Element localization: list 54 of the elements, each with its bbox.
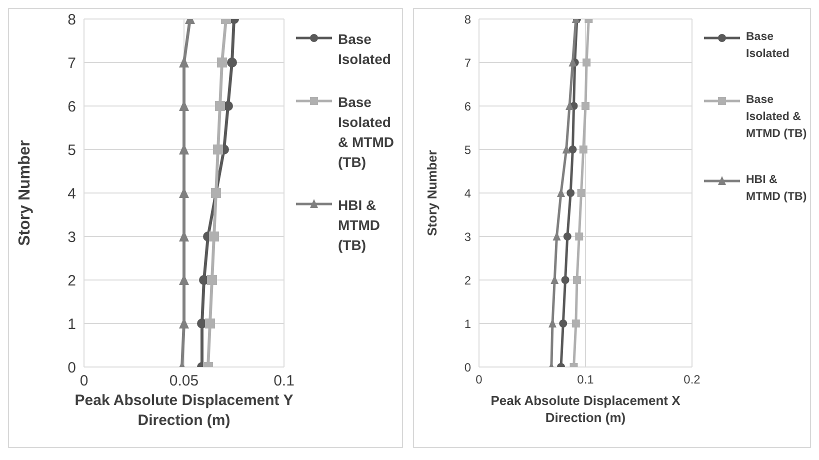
x-tick-label: 0.1 xyxy=(577,372,594,387)
y-tick-label: 8 xyxy=(68,11,76,28)
point xyxy=(575,232,584,240)
y-tick-label: 5 xyxy=(68,142,76,159)
x-axis-title: Peak Absolute Displacement Y Direction (m) xyxy=(74,392,294,429)
legend-label: HBI & MTMD (TB) xyxy=(746,173,808,206)
point xyxy=(217,58,227,68)
x-tick-label: 0.2 xyxy=(684,372,701,387)
legend-label: Base Isolated xyxy=(746,30,790,62)
y-axis-title: Story Number xyxy=(424,150,440,236)
point xyxy=(579,146,588,154)
point xyxy=(215,101,225,111)
y-tick-label: 8 xyxy=(464,12,472,26)
x-tick-label: 0.1 xyxy=(274,372,294,390)
y-tick-label: 4 xyxy=(68,185,76,202)
point xyxy=(205,318,215,328)
point xyxy=(577,189,586,197)
y-tick-label: 3 xyxy=(68,228,76,246)
x-axis-title: Peak Absolute Displacement X Direction (m) xyxy=(490,393,681,425)
x-tick-label: 0 xyxy=(476,372,483,387)
point xyxy=(566,189,575,197)
point xyxy=(559,320,568,328)
y-tick-label: 7 xyxy=(68,54,76,72)
legend-label: Base Isolated & MTMD (TB) xyxy=(338,92,395,172)
y-tick-label: 7 xyxy=(464,56,472,70)
point xyxy=(582,102,590,110)
x-tick-label: 0 xyxy=(80,372,88,390)
point xyxy=(227,58,237,68)
point xyxy=(582,58,591,66)
point xyxy=(213,144,223,154)
point xyxy=(179,56,189,68)
y-tick-label: 2 xyxy=(464,273,472,288)
y-tick-label: 1 xyxy=(464,316,472,331)
point xyxy=(561,276,570,284)
y-tick-label: 0 xyxy=(464,360,472,374)
y-tick-label: 4 xyxy=(464,186,472,200)
legend-label: Base Isolated & MTMD (TB) xyxy=(746,93,808,142)
legend-label: HBI & MTMD (TB) xyxy=(338,196,381,256)
y-tick-label: 2 xyxy=(68,272,76,290)
point xyxy=(209,232,219,242)
y-tick-label: 3 xyxy=(464,230,472,244)
point xyxy=(568,146,577,154)
point xyxy=(572,276,581,284)
point xyxy=(207,275,217,285)
x-tick-label: 0.05 xyxy=(169,372,199,390)
y-tick-label: 5 xyxy=(464,142,472,157)
point xyxy=(563,232,572,240)
y-axis-title: Story Number xyxy=(16,140,34,246)
point xyxy=(557,188,566,197)
legend-label: Base Isolated xyxy=(338,30,392,70)
y-tick-label: 6 xyxy=(68,98,76,116)
point xyxy=(572,320,580,328)
y-tick-label: 1 xyxy=(68,316,76,333)
y-tick-label: 6 xyxy=(464,99,472,114)
